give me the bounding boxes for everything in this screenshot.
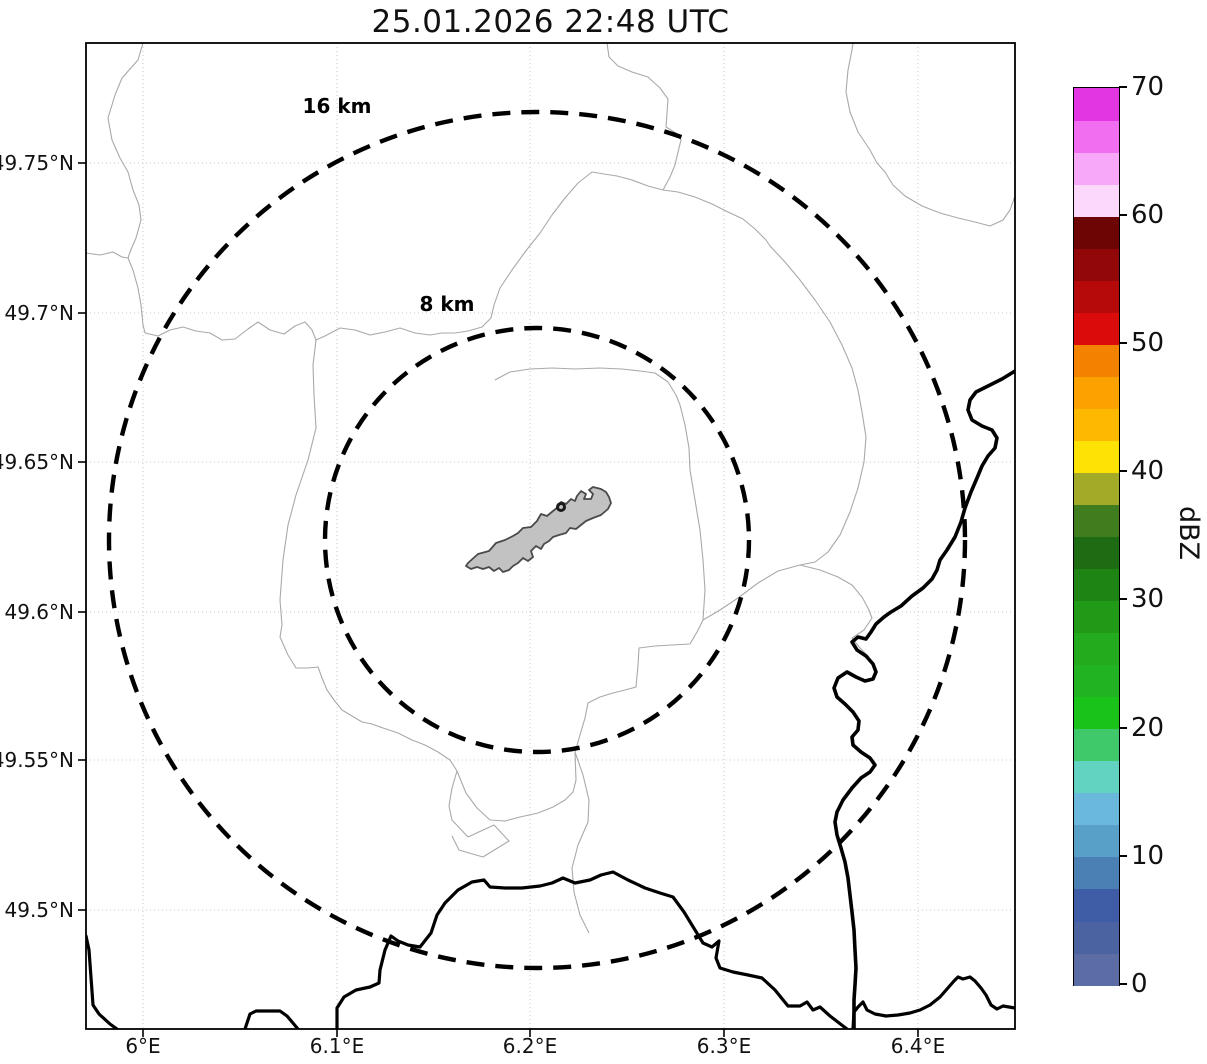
- plot-frame: [85, 42, 1016, 1030]
- x-tick-label: 6.2°E: [503, 1034, 557, 1058]
- colorbar-tick-label: 30: [1131, 584, 1165, 614]
- colorbar-segment: [1074, 952, 1119, 986]
- colorbar-segment: [1074, 792, 1119, 826]
- y-tick-label: 49.7°N: [5, 301, 75, 325]
- country-border-south: [335, 870, 849, 1029]
- ring-label-8km: 8 km: [419, 292, 474, 316]
- colorbar-tick: [1119, 342, 1127, 344]
- colorbar-tick: [1119, 855, 1127, 857]
- colorbar-tick: [1119, 983, 1127, 985]
- colorbar-title: dBZ: [1173, 506, 1204, 561]
- country-borders: [86, 369, 1015, 1029]
- colorbar-segment: [1074, 120, 1119, 153]
- colorbar-tick-label: 70: [1131, 72, 1165, 102]
- colorbar-segment: [1074, 824, 1119, 858]
- x-tick-label: 6°E: [125, 1034, 160, 1058]
- colorbar-tick-label: 50: [1131, 328, 1165, 358]
- colorbar: [1073, 87, 1120, 986]
- colorbar-segment: [1074, 280, 1119, 313]
- country-border-south-bump: [243, 1009, 300, 1029]
- y-tick-label: 49.65°N: [0, 450, 74, 474]
- colorbar-segment: [1074, 216, 1119, 249]
- range-ring-8km: [322, 325, 752, 755]
- country-border-southeast: [851, 975, 1015, 1029]
- colorbar-segment: [1074, 728, 1119, 762]
- colorbar-tick: [1119, 727, 1127, 729]
- x-tick-label: 6.1°E: [310, 1034, 364, 1058]
- range-ring-16km: [106, 109, 968, 971]
- x-tick-label: 6.4°E: [891, 1034, 945, 1058]
- colorbar-segment: [1074, 568, 1119, 602]
- y-tick-label: 49.75°N: [0, 151, 74, 175]
- municipal-borders: [86, 43, 1015, 934]
- colorbar-segment: [1074, 632, 1119, 666]
- colorbar-segment: [1074, 344, 1119, 377]
- radar-site-marker: [556, 502, 566, 512]
- colorbar-tick: [1119, 214, 1127, 216]
- x-axis: 6°E 6.1°E 6.2°E 6.3°E 6.4°E: [125, 1029, 945, 1058]
- colorbar-tick: [1119, 470, 1127, 472]
- colorbar-segment: [1074, 152, 1119, 185]
- colorbar-segment: [1074, 760, 1119, 794]
- colorbar-tick-label: 20: [1131, 713, 1165, 743]
- colorbar-segment: [1074, 600, 1119, 634]
- colorbar-segment: [1074, 536, 1119, 570]
- airport-outline: [465, 486, 612, 573]
- colorbar-segment: [1074, 504, 1119, 538]
- colorbar-segment: [1074, 440, 1119, 473]
- y-tick-label: 49.55°N: [0, 748, 74, 772]
- colorbar-tick: [1119, 86, 1127, 88]
- country-border-southwest: [86, 934, 119, 1029]
- colorbar-segment: [1074, 472, 1119, 506]
- colorbar-segment: [1074, 184, 1119, 217]
- colorbar-tick-label: 60: [1131, 200, 1165, 230]
- colorbar-tick: [1119, 598, 1127, 600]
- grid-lines: [86, 43, 1015, 1029]
- colorbar-segment: [1074, 696, 1119, 730]
- colorbar-segment: [1074, 664, 1119, 698]
- colorbar-segment: [1074, 248, 1119, 281]
- range-rings: [106, 109, 968, 971]
- colorbar-segment: [1074, 312, 1119, 345]
- colorbar-segment: [1074, 856, 1119, 890]
- ring-label-16km: 16 km: [303, 94, 372, 118]
- country-border-river-east: [832, 369, 1015, 1029]
- colorbar-segment: [1074, 408, 1119, 441]
- colorbar-segment: [1074, 920, 1119, 954]
- colorbar-tick-label: 40: [1131, 456, 1165, 486]
- y-axis: 49.75°N 49.7°N 49.65°N 49.6°N 49.55°N 49.5°N: [0, 151, 86, 922]
- plot-title: 25.01.2026 22:48 UTC: [371, 4, 730, 40]
- colorbar-segment: [1074, 888, 1119, 922]
- y-tick-label: 49.5°N: [5, 898, 75, 922]
- colorbar-segment: [1074, 88, 1119, 121]
- colorbar-segment: [1074, 376, 1119, 409]
- y-tick-label: 49.6°N: [5, 600, 75, 624]
- x-tick-label: 6.3°E: [697, 1034, 751, 1058]
- colorbar-tick-label: 0: [1131, 969, 1148, 999]
- colorbar-tick-label: 10: [1131, 841, 1165, 871]
